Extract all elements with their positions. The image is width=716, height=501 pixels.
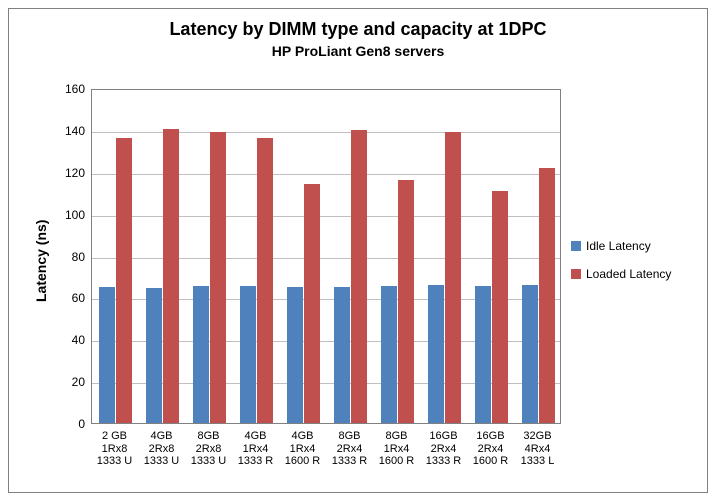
x-tick-label: 4GB 2Rx8 1333 U	[138, 430, 185, 468]
x-tick-label: 16GB 2Rx4 1600 R	[467, 430, 514, 468]
x-tick-label: 32GB 4Rx4 1333 L	[514, 430, 561, 468]
bar	[334, 287, 350, 423]
bar	[428, 285, 444, 423]
y-tick-label: 0	[51, 417, 85, 431]
legend-item: Idle Latency	[571, 239, 671, 253]
legend-item: Loaded Latency	[571, 267, 671, 281]
bar	[539, 168, 555, 423]
y-axis-title: Latency (ns)	[33, 219, 49, 301]
x-tick-label: 4GB 1Rx4 1600 R	[279, 430, 326, 468]
y-tick-label: 80	[51, 250, 85, 264]
y-tick-label: 20	[51, 375, 85, 389]
bar	[257, 138, 273, 423]
bar	[193, 286, 209, 423]
y-tick-label: 120	[51, 166, 85, 180]
bar	[398, 180, 414, 423]
y-tick-label: 100	[51, 208, 85, 222]
y-tick-label: 160	[51, 82, 85, 96]
x-tick-label: 8GB 1Rx4 1600 R	[373, 430, 420, 468]
bar	[522, 285, 538, 423]
chart-title: Latency by DIMM type and capacity at 1DP…	[9, 19, 707, 41]
legend-swatch	[571, 269, 581, 279]
y-tick-label: 40	[51, 333, 85, 347]
y-tick-label: 140	[51, 124, 85, 138]
plot-area	[91, 89, 561, 424]
legend-swatch	[571, 241, 581, 251]
legend-label: Idle Latency	[586, 239, 651, 253]
bar	[381, 286, 397, 423]
chart-frame: Latency by DIMM type and capacity at 1DP…	[8, 8, 708, 493]
x-tick-label: 2 GB 1Rx8 1333 U	[91, 430, 138, 468]
bar	[445, 132, 461, 423]
x-tick-label: 16GB 2Rx4 1333 R	[420, 430, 467, 468]
bar	[492, 191, 508, 423]
bar	[287, 287, 303, 423]
y-tick-label: 60	[51, 291, 85, 305]
chart-subtitle: HP ProLiant Gen8 servers	[9, 43, 707, 60]
x-tick-label: 8GB 2Rx8 1333 U	[185, 430, 232, 468]
legend-label: Loaded Latency	[586, 267, 671, 281]
bar	[163, 129, 179, 423]
bar	[475, 286, 491, 423]
bar	[304, 184, 320, 423]
bar	[210, 132, 226, 423]
bar	[240, 286, 256, 423]
x-tick-label: 8GB 2Rx4 1333 R	[326, 430, 373, 468]
bar	[99, 287, 115, 423]
bar	[116, 138, 132, 423]
bar	[351, 130, 367, 423]
x-tick-label: 4GB 1Rx4 1333 R	[232, 430, 279, 468]
legend: Idle Latency Loaded Latency	[571, 239, 671, 295]
bar	[146, 288, 162, 423]
